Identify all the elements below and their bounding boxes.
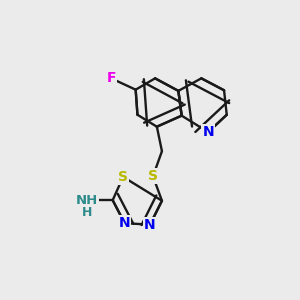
Text: S: S <box>118 170 128 184</box>
Text: N: N <box>144 218 156 232</box>
Text: NH: NH <box>76 194 98 207</box>
Text: F: F <box>106 71 116 85</box>
Text: N: N <box>119 216 130 230</box>
Text: N: N <box>202 125 214 139</box>
Text: S: S <box>148 169 158 183</box>
Text: H: H <box>82 206 92 219</box>
